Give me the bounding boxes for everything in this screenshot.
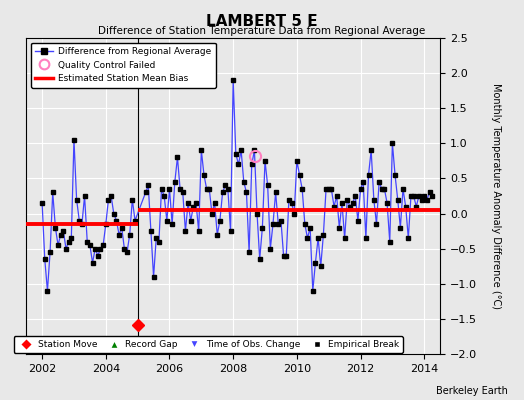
Text: Difference of Station Temperature Data from Regional Average: Difference of Station Temperature Data f…	[99, 26, 425, 36]
Text: LAMBERT 5 E: LAMBERT 5 E	[206, 14, 318, 29]
Text: Berkeley Earth: Berkeley Earth	[436, 386, 508, 396]
Y-axis label: Monthly Temperature Anomaly Difference (°C): Monthly Temperature Anomaly Difference (…	[491, 83, 501, 309]
Legend: Station Move, Record Gap, Time of Obs. Change, Empirical Break: Station Move, Record Gap, Time of Obs. C…	[14, 336, 403, 353]
